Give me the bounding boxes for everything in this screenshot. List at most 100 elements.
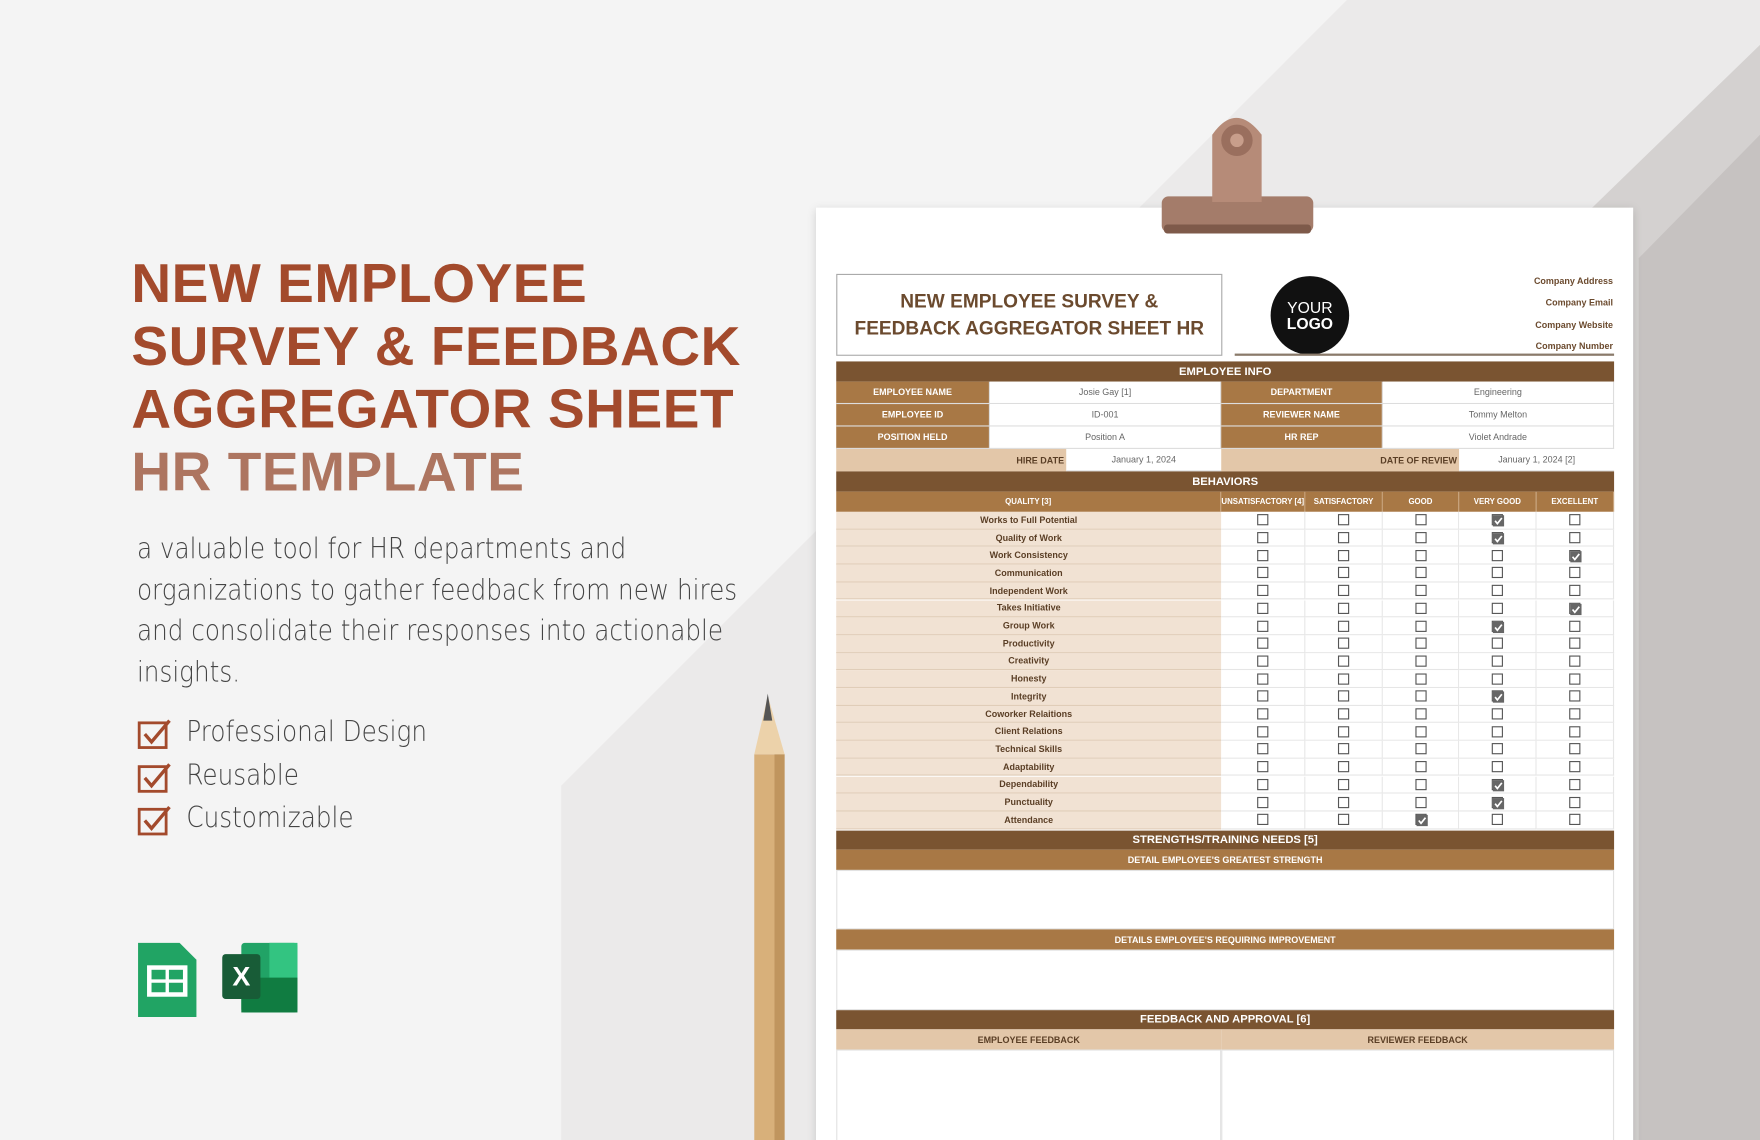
hero-description: insights. — [136, 654, 241, 688]
checkbox-cell — [1221, 723, 1306, 741]
row-label: Integrity — [836, 688, 1222, 706]
checkbox — [1257, 602, 1269, 614]
hero-description: a valuable tool for HR departments and — [136, 532, 627, 565]
checkbox-cell — [1536, 635, 1615, 653]
checkbox — [1414, 567, 1427, 579]
checkbox-cell — [1536, 652, 1615, 671]
checkbox — [1491, 602, 1503, 614]
checkbox — [1337, 514, 1350, 526]
section-header: BEHAVIORS — [836, 471, 1615, 492]
field-label: POSITION HELD — [836, 426, 991, 449]
checkbox-cell — [1382, 705, 1460, 724]
checkbox-cell — [1305, 635, 1383, 653]
checkbox — [1414, 814, 1428, 827]
check-icon — [137, 805, 171, 836]
column-header: UNSATISFACTORY [4] — [1221, 491, 1306, 512]
field-value: ID-001 — [990, 404, 1222, 427]
checkbox-cell — [1536, 705, 1615, 724]
checkbox-cell — [1382, 652, 1460, 671]
checkbox — [1491, 514, 1505, 527]
checkbox-cell — [1382, 511, 1460, 530]
checkbox — [1414, 708, 1427, 720]
sheet-title-box: NEW EMPLOYEE SURVEY & FEEDBACK AGGREGATOR… — [836, 273, 1223, 356]
checkbox — [1491, 761, 1503, 773]
checkbox — [1491, 814, 1503, 826]
blank-area — [1221, 1049, 1615, 1140]
checkbox-cell — [1305, 776, 1383, 794]
checkbox-cell — [1221, 705, 1306, 724]
checkbox — [1257, 761, 1269, 773]
checkbox-cell — [1459, 670, 1537, 689]
rule — [1234, 353, 1615, 356]
checkbox — [1414, 690, 1427, 702]
checkbox — [1337, 778, 1350, 791]
checkbox-cell — [1305, 705, 1383, 724]
column-header: EXCELLENT — [1536, 491, 1615, 512]
hero-title: AGGREGATOR SHEET — [131, 379, 735, 441]
row-label: Client Relations — [836, 723, 1222, 741]
checkbox — [1337, 655, 1350, 667]
checkbox — [1337, 796, 1350, 808]
checkbox — [1569, 602, 1582, 615]
company-info: Company Number — [1535, 341, 1613, 352]
checkbox-cell — [1305, 793, 1383, 812]
blank-area — [836, 1049, 1222, 1140]
checkbox-cell — [1459, 617, 1537, 636]
column-header: GOOD — [1382, 491, 1460, 512]
feature: Customizable — [186, 801, 354, 834]
checkbox — [1337, 708, 1350, 720]
checkbox — [1337, 637, 1350, 650]
field-label: HIRE DATE — [836, 448, 1067, 472]
checkbox — [1414, 796, 1427, 808]
checkbox-cell — [1382, 670, 1460, 689]
checkbox-cell — [1221, 758, 1306, 777]
row-label: Adaptability — [836, 758, 1222, 777]
checkbox-cell — [1305, 511, 1383, 530]
checkbox-cell — [1305, 582, 1383, 600]
checkbox — [1414, 620, 1427, 632]
row-label: Attendance — [836, 811, 1222, 830]
checkbox-cell — [1382, 529, 1460, 548]
checkbox — [1491, 532, 1505, 545]
checkbox — [1257, 532, 1269, 544]
field-label: EMPLOYEE ID — [836, 404, 991, 427]
field-value: Engineering — [1382, 381, 1615, 405]
logo-text: YOUR — [1287, 298, 1333, 317]
field-label: DEPARTMENT — [1221, 381, 1383, 405]
checkbox — [1414, 655, 1427, 667]
checkbox — [1337, 584, 1350, 597]
checkbox — [1414, 743, 1427, 755]
checkbox — [1569, 549, 1582, 563]
checkbox-cell — [1221, 793, 1306, 812]
clip — [1161, 117, 1314, 234]
hero-description: organizations to gather feedback from ne… — [136, 573, 738, 606]
checkbox — [1569, 778, 1581, 791]
checkbox-cell — [1305, 740, 1383, 759]
pencil — [754, 693, 785, 1140]
checkbox-cell — [1221, 511, 1306, 530]
checkbox-cell — [1305, 547, 1383, 565]
checkbox — [1569, 814, 1581, 826]
checkbox-cell — [1536, 529, 1615, 548]
checkbox — [1257, 796, 1269, 808]
checkbox — [1491, 743, 1503, 755]
checkbox-cell — [1536, 688, 1615, 706]
checkbox — [1257, 549, 1269, 561]
checkbox-cell — [1305, 652, 1383, 671]
field-value: January 1, 2024 [2] — [1459, 448, 1615, 472]
checkbox-cell — [1305, 688, 1383, 706]
checkbox — [1257, 567, 1269, 579]
checkbox-cell — [1382, 740, 1460, 759]
checkbox-cell — [1382, 811, 1460, 830]
checkbox-cell — [1536, 599, 1615, 618]
checkbox-cell — [1221, 740, 1306, 759]
checkbox-cell — [1221, 688, 1306, 706]
checkbox-cell — [1536, 758, 1615, 777]
checkbox — [1414, 637, 1427, 650]
checkbox — [1491, 567, 1503, 579]
row-label: Honesty — [836, 670, 1222, 689]
checkbox-cell — [1305, 564, 1383, 583]
